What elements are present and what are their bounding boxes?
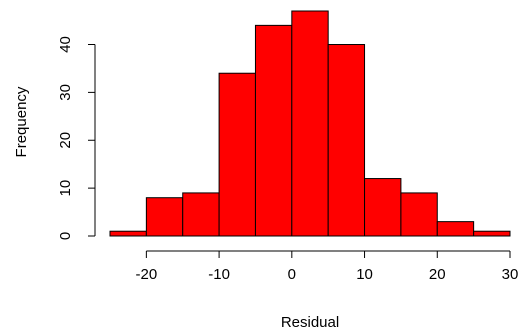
x-tick-label: 10 (356, 266, 373, 283)
histogram-bar-5 (291, 10, 329, 237)
y-axis-title: Frequency (13, 86, 30, 157)
histogram-bars (109, 10, 511, 237)
histogram-bar-3 (218, 72, 256, 237)
histogram-bar-7 (364, 178, 402, 237)
histogram-bar-4 (254, 24, 293, 237)
histogram-bar-9 (436, 221, 475, 237)
y-tick-label: 0 (57, 232, 74, 240)
histogram-bar-2 (182, 192, 220, 237)
x-axis-title: Residual (281, 314, 339, 331)
histogram-bar-8 (400, 192, 438, 237)
y-tick-label: 10 (57, 180, 74, 197)
histogram-bar-0 (109, 230, 147, 237)
histogram-bar-1 (145, 197, 184, 237)
y-tick-label: 20 (57, 132, 74, 149)
histogram-bar-10 (473, 230, 511, 237)
histogram-bar-6 (327, 44, 366, 237)
y-tick-label: 30 (57, 84, 74, 101)
x-tick-label: -20 (136, 266, 158, 283)
y-axis: 0 10 20 30 40 (57, 36, 96, 240)
x-tick-label: 20 (429, 266, 446, 283)
x-tick-label: 0 (288, 266, 296, 283)
y-tick-label: 40 (57, 36, 74, 53)
x-tick-label: 30 (502, 266, 519, 283)
x-tick-label: -10 (208, 266, 230, 283)
x-axis: -20 -10 0 10 20 30 (136, 250, 519, 283)
